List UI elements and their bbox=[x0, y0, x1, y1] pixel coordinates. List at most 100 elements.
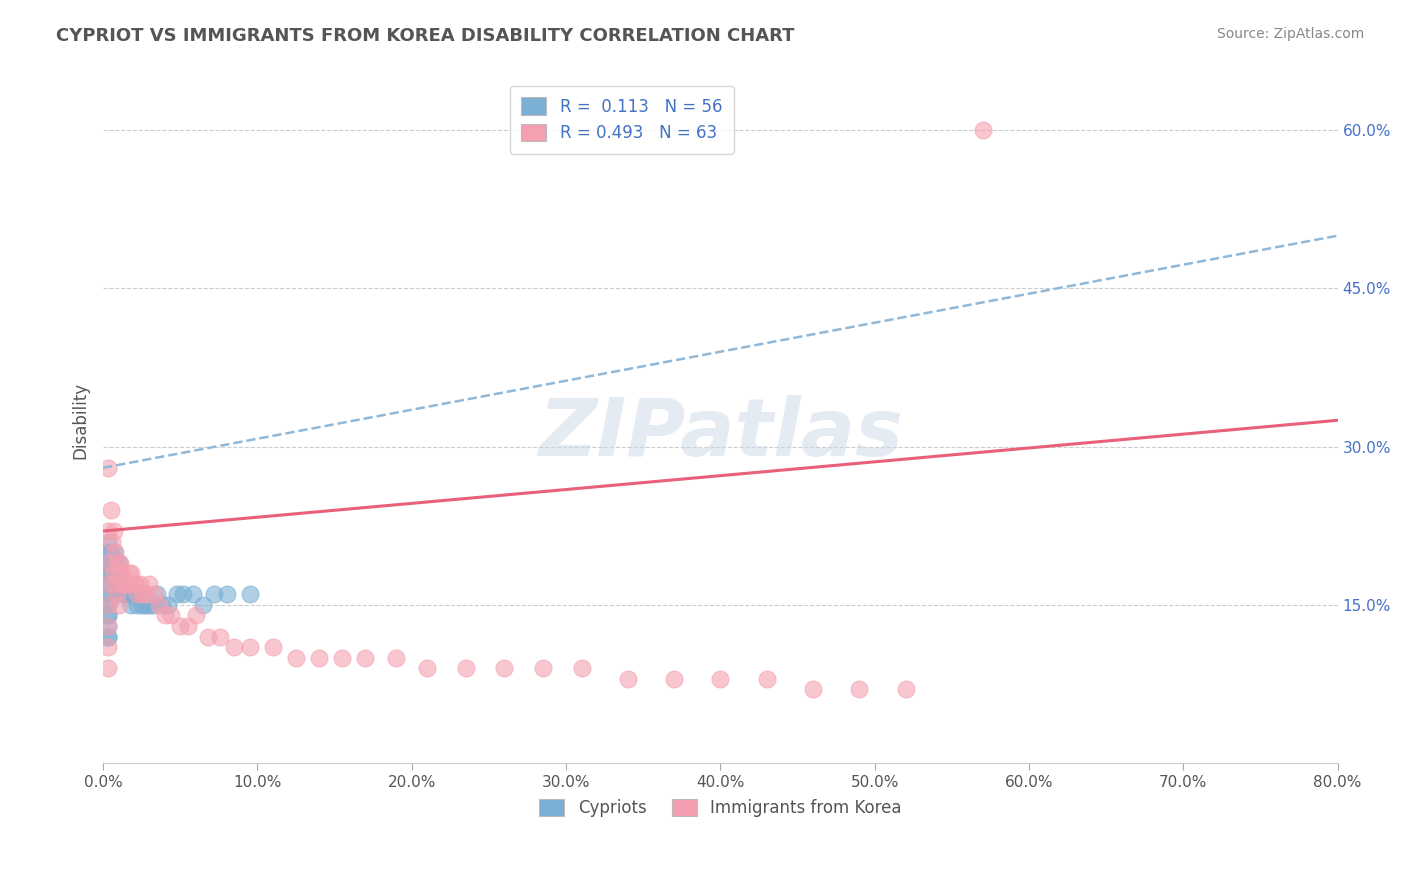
Point bbox=[160, 608, 183, 623]
Point bbox=[114, 576, 136, 591]
Point bbox=[125, 598, 148, 612]
Point bbox=[105, 556, 128, 570]
Point bbox=[97, 619, 120, 633]
Point bbox=[97, 556, 120, 570]
Point bbox=[115, 576, 138, 591]
Text: Source: ZipAtlas.com: Source: ZipAtlas.com bbox=[1216, 27, 1364, 41]
Point bbox=[134, 598, 156, 612]
Point bbox=[97, 598, 120, 612]
Point bbox=[172, 587, 194, 601]
Point bbox=[103, 556, 125, 570]
Point bbox=[138, 576, 160, 591]
Point bbox=[104, 545, 127, 559]
Point bbox=[97, 640, 120, 654]
Point bbox=[97, 545, 120, 559]
Point bbox=[112, 576, 135, 591]
Point bbox=[100, 545, 122, 559]
Point bbox=[115, 587, 138, 601]
Point bbox=[801, 682, 824, 697]
Point bbox=[494, 661, 516, 675]
Point bbox=[97, 608, 120, 623]
Point bbox=[107, 598, 129, 612]
Point bbox=[114, 576, 136, 591]
Point bbox=[105, 587, 128, 601]
Point bbox=[103, 524, 125, 538]
Point bbox=[108, 576, 131, 591]
Point bbox=[97, 556, 120, 570]
Point bbox=[97, 587, 120, 601]
Point bbox=[111, 587, 134, 601]
Point bbox=[143, 587, 166, 601]
Point bbox=[97, 566, 120, 581]
Point bbox=[97, 587, 120, 601]
Point bbox=[454, 661, 477, 675]
Point bbox=[97, 460, 120, 475]
Point bbox=[97, 619, 120, 633]
Point bbox=[122, 576, 145, 591]
Point bbox=[755, 672, 778, 686]
Point bbox=[97, 524, 120, 538]
Point bbox=[97, 661, 120, 675]
Point bbox=[97, 598, 120, 612]
Point bbox=[120, 566, 142, 581]
Point bbox=[97, 534, 120, 549]
Point bbox=[103, 566, 125, 581]
Point bbox=[120, 598, 142, 612]
Point bbox=[111, 566, 134, 581]
Point bbox=[122, 587, 145, 601]
Point bbox=[105, 576, 128, 591]
Point bbox=[531, 661, 554, 675]
Text: ZIPatlas: ZIPatlas bbox=[538, 395, 903, 473]
Point bbox=[124, 576, 146, 591]
Point bbox=[262, 640, 284, 654]
Point bbox=[153, 608, 176, 623]
Point bbox=[105, 587, 128, 601]
Point bbox=[135, 587, 157, 601]
Point bbox=[97, 576, 120, 591]
Point bbox=[193, 598, 215, 612]
Point bbox=[184, 608, 207, 623]
Legend: Cypriots, Immigrants from Korea: Cypriots, Immigrants from Korea bbox=[533, 792, 908, 823]
Point bbox=[385, 650, 408, 665]
Point bbox=[100, 503, 122, 517]
Point bbox=[118, 587, 141, 601]
Point bbox=[150, 598, 173, 612]
Point bbox=[177, 619, 200, 633]
Point bbox=[166, 587, 188, 601]
Point bbox=[129, 587, 152, 601]
Point bbox=[103, 545, 125, 559]
Point bbox=[181, 587, 204, 601]
Point bbox=[138, 598, 160, 612]
Point bbox=[571, 661, 593, 675]
Point bbox=[197, 630, 219, 644]
Point bbox=[848, 682, 870, 697]
Point bbox=[97, 608, 120, 623]
Point bbox=[129, 576, 152, 591]
Point bbox=[107, 556, 129, 570]
Point bbox=[215, 587, 238, 601]
Point bbox=[354, 650, 377, 665]
Point bbox=[131, 598, 153, 612]
Point bbox=[169, 619, 191, 633]
Point bbox=[972, 123, 994, 137]
Point bbox=[308, 650, 330, 665]
Point bbox=[209, 630, 232, 644]
Point bbox=[148, 598, 170, 612]
Point bbox=[104, 566, 127, 581]
Point bbox=[97, 630, 120, 644]
Text: CYPRIOT VS IMMIGRANTS FROM KOREA DISABILITY CORRELATION CHART: CYPRIOT VS IMMIGRANTS FROM KOREA DISABIL… bbox=[56, 27, 794, 45]
Point bbox=[97, 576, 120, 591]
Point bbox=[117, 576, 139, 591]
Point bbox=[894, 682, 917, 697]
Point bbox=[101, 556, 124, 570]
Point bbox=[156, 598, 179, 612]
Point bbox=[117, 587, 139, 601]
Point bbox=[107, 566, 129, 581]
Point bbox=[108, 556, 131, 570]
Point bbox=[107, 566, 129, 581]
Point bbox=[330, 650, 353, 665]
Point bbox=[97, 566, 120, 581]
Point bbox=[285, 650, 308, 665]
Point bbox=[97, 598, 120, 612]
Point bbox=[146, 587, 169, 601]
